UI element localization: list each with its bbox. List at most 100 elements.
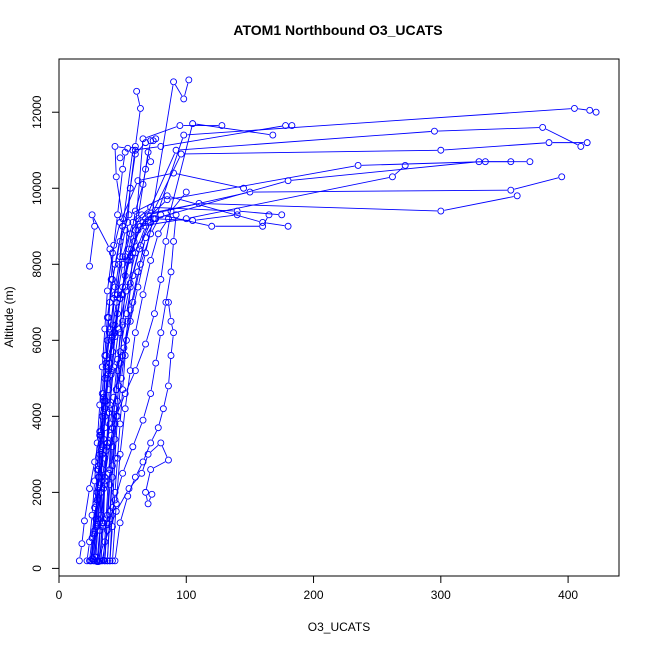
- profile-segment: [170, 196, 260, 222]
- profile-segment: [125, 324, 128, 352]
- profile-segment: [143, 446, 150, 459]
- profile-segment: [545, 128, 578, 146]
- data-point: [131, 146, 139, 154]
- data-point: [125, 211, 133, 219]
- profile-segment: [160, 244, 166, 276]
- profile-segment: [125, 374, 131, 406]
- profile-segment: [145, 495, 148, 501]
- data-point: [189, 120, 197, 128]
- profile-segment: [116, 267, 123, 299]
- data-point: [147, 390, 155, 397]
- profile-segment: [103, 370, 107, 398]
- data-point: [119, 215, 127, 223]
- data-point: [507, 158, 515, 166]
- data-point: [106, 405, 114, 413]
- profile-segment: [107, 412, 111, 444]
- data-point: [269, 131, 277, 139]
- profile-segment: [136, 464, 142, 475]
- data-point: [116, 420, 124, 428]
- profile-segment: [111, 248, 114, 276]
- profile-segment: [168, 305, 171, 318]
- data-point: [170, 78, 178, 86]
- profile-segment: [142, 457, 148, 471]
- data-point: [114, 454, 122, 462]
- data-point: [437, 146, 445, 154]
- profile-segment: [112, 412, 116, 444]
- data-point: [167, 317, 175, 325]
- data-point: [124, 219, 132, 226]
- profile-segment: [125, 252, 130, 284]
- profile-segment: [104, 526, 108, 558]
- profile-segment: [112, 507, 117, 558]
- data-point: [97, 431, 105, 439]
- profile-segment: [87, 545, 90, 558]
- data-point: [513, 192, 521, 200]
- data-point: [98, 519, 106, 527]
- profile-segment: [160, 305, 166, 330]
- profile-segment: [107, 488, 111, 520]
- profile-segment: [173, 218, 177, 238]
- data-point: [114, 291, 122, 299]
- profile-segment: [394, 167, 403, 175]
- data-point: [119, 291, 127, 299]
- profile-segment: [117, 396, 125, 414]
- profile-segment: [100, 397, 104, 432]
- profile-segment: [145, 472, 151, 489]
- data-point: [354, 161, 362, 169]
- profile-segment: [123, 237, 130, 261]
- y-tick-label: 8000: [30, 251, 44, 278]
- profile-segment: [132, 222, 138, 250]
- profile-segment: [114, 150, 117, 174]
- data-point: [75, 557, 83, 565]
- profile-segment: [291, 161, 476, 181]
- data-point: [162, 298, 170, 306]
- profile-segment: [102, 332, 106, 364]
- profile-segment: [158, 412, 163, 425]
- data-point: [144, 500, 152, 508]
- profile-segment: [154, 282, 161, 311]
- data-point: [112, 500, 120, 508]
- profile-segment: [99, 370, 103, 402]
- profile-series-13: [108, 120, 277, 565]
- data-point: [149, 215, 157, 223]
- data-point: [157, 329, 165, 337]
- data-point: [88, 211, 96, 219]
- data-point: [182, 215, 190, 223]
- profile-segment: [438, 127, 540, 132]
- data-point: [126, 317, 134, 325]
- data-point: [185, 76, 193, 84]
- profile-segment: [93, 522, 97, 558]
- data-point: [111, 435, 119, 443]
- data-point: [116, 519, 124, 527]
- profile-segment: [103, 359, 107, 390]
- data-point: [539, 123, 547, 131]
- data-point: [103, 557, 111, 565]
- data-point: [157, 276, 165, 283]
- profile-segment: [127, 191, 131, 219]
- profile-segment: [92, 218, 95, 223]
- data-point: [86, 485, 94, 493]
- x-axis: 0 100 200 300 400: [56, 575, 578, 602]
- profile-segment: [187, 108, 571, 136]
- profile-segment: [108, 378, 112, 409]
- profile-segment: [109, 469, 113, 508]
- profile-segment: [113, 218, 118, 242]
- profile-series-26: [103, 135, 160, 565]
- data-point: [134, 177, 142, 185]
- profile-series-22: [93, 439, 172, 565]
- data-point: [157, 211, 165, 219]
- y-tick-label: 2000: [30, 479, 44, 506]
- profile-segment: [146, 126, 177, 139]
- data-point: [208, 222, 216, 230]
- profile-segment: [91, 511, 95, 535]
- data-point: [108, 443, 116, 451]
- data-point: [139, 291, 147, 299]
- data-point: [265, 211, 273, 219]
- profile-segment: [112, 442, 116, 474]
- data-point: [106, 481, 114, 489]
- data-point: [152, 135, 160, 143]
- data-point: [108, 473, 116, 481]
- profile-segment: [148, 155, 151, 159]
- profile-segment: [94, 438, 100, 459]
- data-point: [105, 386, 113, 394]
